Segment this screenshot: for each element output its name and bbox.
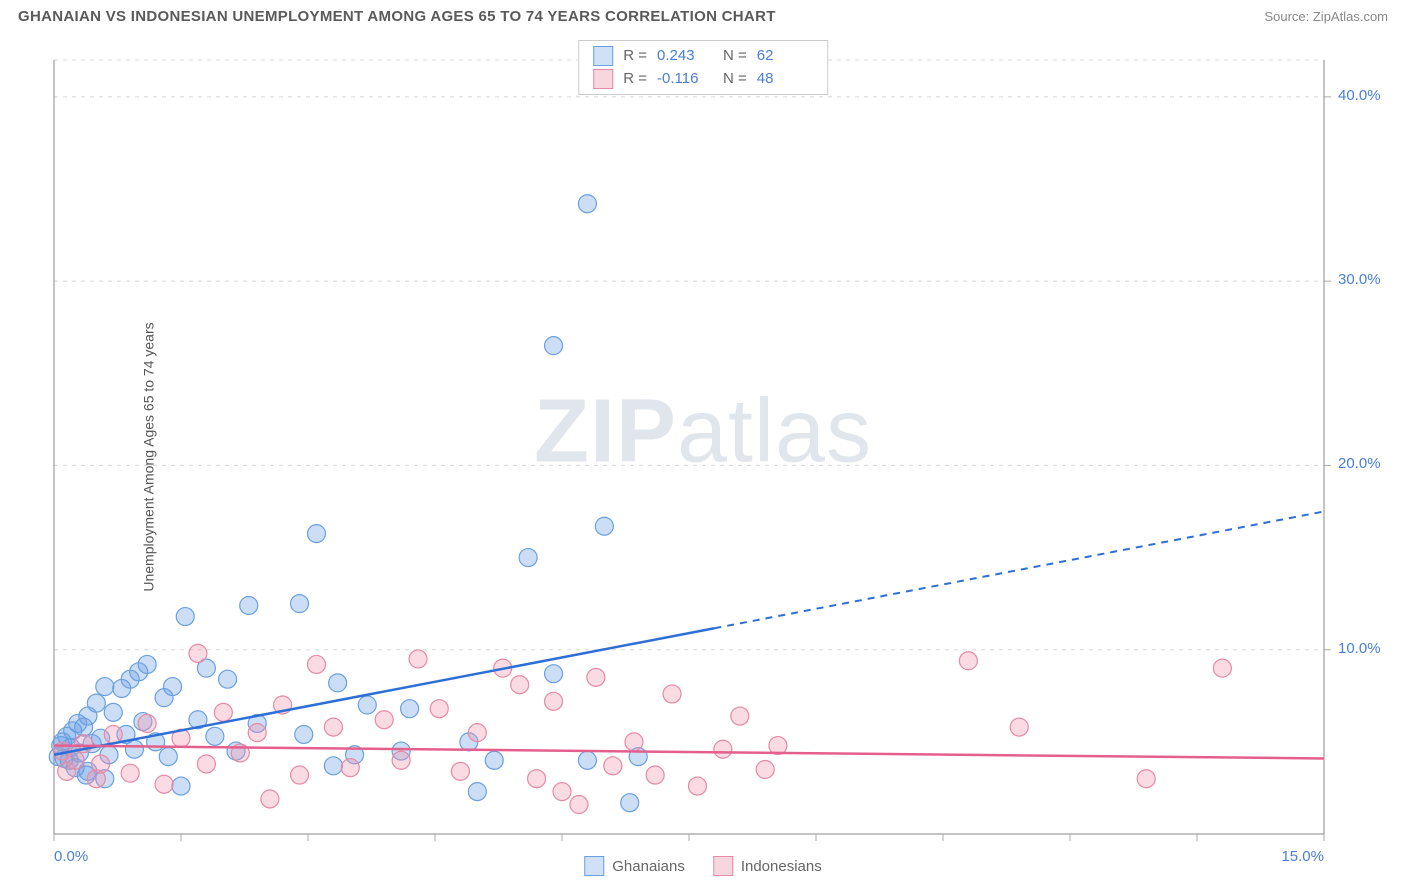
legend-n-label: N = bbox=[723, 45, 747, 68]
tick-label: 10.0% bbox=[1338, 640, 1381, 657]
scatter-plot bbox=[18, 40, 1388, 874]
tick-label: 40.0% bbox=[1338, 87, 1381, 104]
legend-swatch bbox=[593, 69, 613, 89]
chart-container: Unemployment Among Ages 65 to 74 years Z… bbox=[18, 40, 1388, 874]
legend-label: Indonesians bbox=[741, 858, 822, 875]
chart-header: GHANAIAN VS INDONESIAN UNEMPLOYMENT AMON… bbox=[0, 0, 1406, 29]
chart-title: GHANAIAN VS INDONESIAN UNEMPLOYMENT AMON… bbox=[18, 8, 776, 25]
tick-label: 30.0% bbox=[1338, 271, 1381, 288]
legend-r-value: 0.243 bbox=[657, 45, 713, 68]
legend-swatch bbox=[593, 46, 613, 66]
tick-label: 0.0% bbox=[54, 848, 88, 865]
legend-n-value: 48 bbox=[757, 68, 813, 91]
series-legend: Ghanaians Indonesians bbox=[584, 856, 821, 876]
y-axis-label: Unemployment Among Ages 65 to 74 years bbox=[141, 322, 157, 591]
correlation-legend: R = 0.243 N = 62 R = -0.116 N = 48 bbox=[578, 40, 828, 95]
legend-item: Ghanaians bbox=[584, 856, 685, 876]
tick-label: 20.0% bbox=[1338, 455, 1381, 472]
legend-r-label: R = bbox=[623, 68, 647, 91]
legend-row: R = -0.116 N = 48 bbox=[593, 68, 813, 91]
legend-swatch bbox=[713, 856, 733, 876]
legend-label: Ghanaians bbox=[612, 858, 685, 875]
legend-row: R = 0.243 N = 62 bbox=[593, 45, 813, 68]
source-label: Source: ZipAtlas.com bbox=[1264, 9, 1388, 24]
tick-label: 15.0% bbox=[1281, 848, 1324, 865]
legend-r-label: R = bbox=[623, 45, 647, 68]
legend-r-value: -0.116 bbox=[657, 68, 713, 91]
legend-item: Indonesians bbox=[713, 856, 822, 876]
legend-n-value: 62 bbox=[757, 45, 813, 68]
legend-swatch bbox=[584, 856, 604, 876]
legend-n-label: N = bbox=[723, 68, 747, 91]
